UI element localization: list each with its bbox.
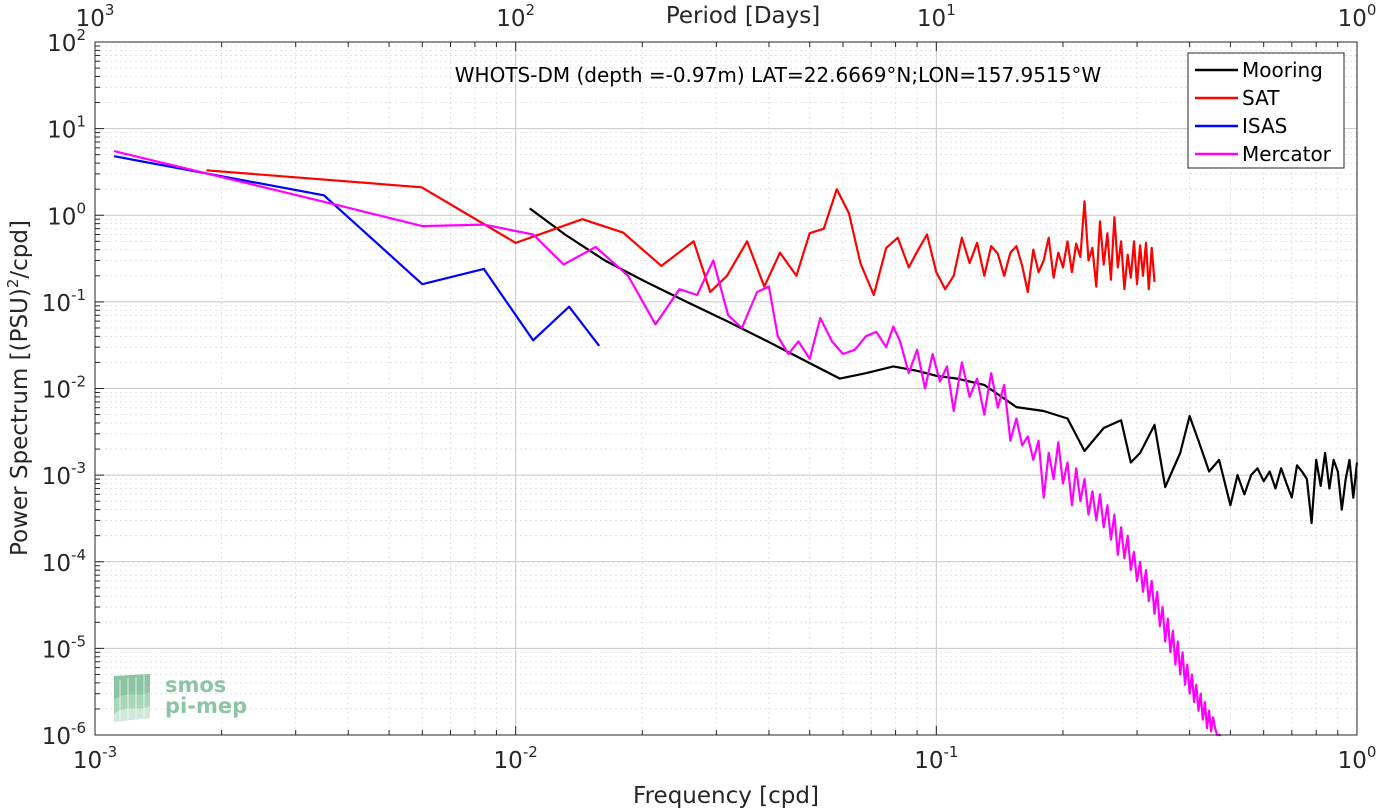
series-line-mooring: [529, 207, 1359, 525]
y-tick-label: 10-2: [42, 373, 86, 404]
legend-label-isas: ISAS: [1242, 114, 1287, 138]
minor-grid: [95, 42, 1357, 735]
legend-label-mercator: Mercator: [1242, 142, 1332, 166]
series-line-sat: [206, 169, 1156, 297]
y-tick-label: 10-3: [42, 459, 86, 490]
y-tick-label: 10-1: [42, 286, 86, 317]
series-layer: [113, 150, 1359, 737]
x-axis-title: Frequency [cpd]: [633, 783, 819, 809]
top-tick-label: 103: [76, 1, 115, 32]
chart-annotation: WHOTS-DM (depth =-0.97m) LAT=22.6669°N;L…: [455, 63, 1102, 87]
top-tick-label: 100: [1338, 1, 1377, 32]
legend-label-sat: SAT: [1242, 86, 1280, 110]
y-tick-label: 10-5: [42, 632, 86, 663]
y-tick-label: 102: [47, 26, 86, 57]
top-axis-title: Period [Days]: [666, 3, 820, 29]
logo-text-smos: smos: [165, 673, 227, 697]
y-tick-label: 101: [47, 113, 86, 144]
top-tick-label: 101: [917, 1, 956, 32]
series-line-mercator: [113, 150, 1221, 737]
logo-mark-icon: [114, 674, 150, 722]
top-tick-label: 102: [496, 1, 535, 32]
legend-box: [1187, 52, 1345, 169]
logo-text-pi-mep: pi-mep: [165, 694, 248, 718]
y-tick-label: 10-4: [42, 546, 86, 577]
x-tick-label: 10-2: [494, 743, 538, 774]
y-tick-label: 10-6: [42, 719, 86, 750]
y-axis-title: Power Spectrum [(PSU)2/cpd]: [4, 220, 33, 556]
axis-ticks: [94, 41, 1358, 736]
x-tick-label: 100: [1338, 743, 1377, 774]
legend: Mooring SAT ISAS Mercator: [1187, 52, 1345, 169]
series-line-isas: [113, 155, 601, 347]
x-tick-label: 10-3: [73, 743, 117, 774]
smos-pi-mep-logo: smos pi-mep: [110, 672, 260, 728]
legend-label-mooring: Mooring: [1242, 58, 1323, 82]
y-tick-label: 100: [47, 199, 86, 230]
x-tick-label: 10-1: [914, 743, 958, 774]
